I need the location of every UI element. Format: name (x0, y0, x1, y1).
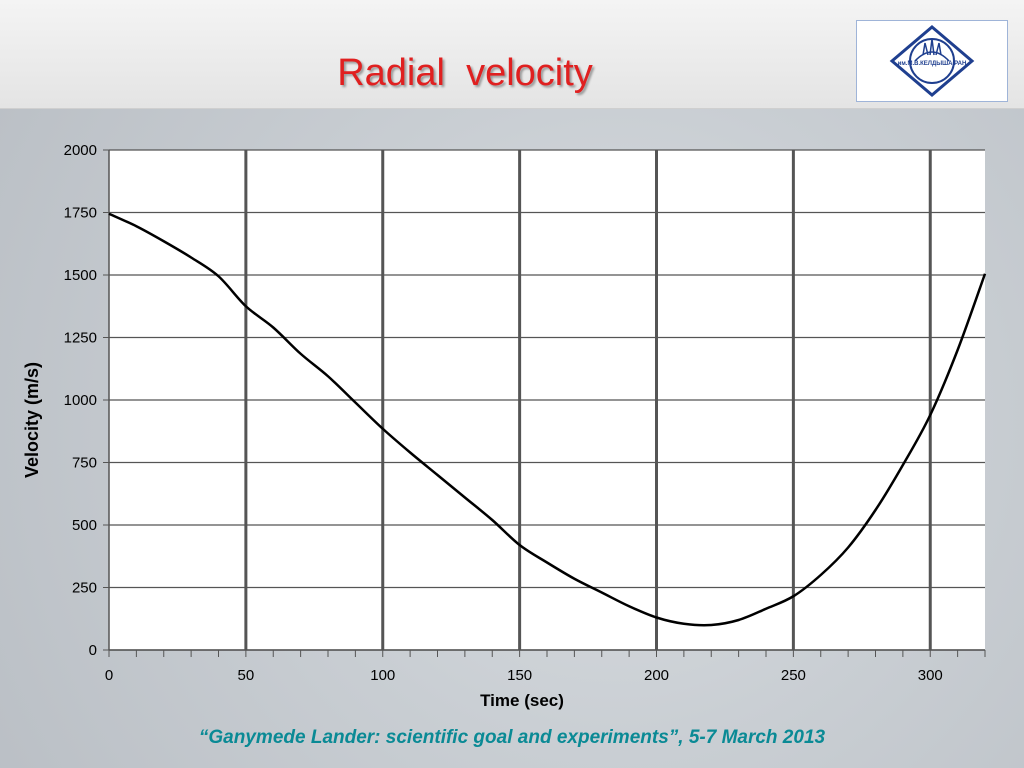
slide-footer: “Ganymede Lander: scientific goal and ex… (198, 727, 826, 748)
series-line (108, 212, 987, 627)
y-tick-label: 2000 (64, 142, 97, 159)
y-tick-label: 1500 (64, 267, 97, 284)
y-axis-label: Velocity (m/s) (22, 362, 42, 478)
y-tick-label: 0 (89, 642, 97, 659)
institute-logo: им.М.В.КЕЛДЫША РАН (856, 20, 1008, 102)
x-tick-label: 50 (238, 667, 255, 684)
velocity-chart: 0 250 500 750 1000 1250 1500 1750 2000 0 50 100 150 2… (22, 142, 987, 710)
x-tick-label: 200 (644, 667, 669, 684)
x-tick-label: 0 (105, 667, 113, 684)
chart-area: 0 250 500 750 1000 1250 1500 1750 2000 0 50 100 150 2… (0, 108, 1024, 720)
slide-title: Radial velocity (337, 52, 593, 94)
y-tick-label: 250 (72, 580, 97, 597)
x-tick-label: 100 (370, 667, 395, 684)
y-tick-label: 1000 (64, 392, 97, 409)
header-band (0, 0, 1024, 109)
logo-text: им.М.В.КЕЛДЫША РАН (898, 61, 967, 67)
y-tick-label: 750 (72, 455, 97, 472)
x-tick-label: 150 (507, 667, 532, 684)
x-axis-label: Time (sec) (480, 691, 564, 710)
y-tick-label: 500 (72, 517, 97, 534)
y-tick-label: 1250 (64, 330, 97, 347)
y-tick-label: 1750 (64, 205, 97, 222)
x-tick-label: 300 (918, 667, 943, 684)
x-tick-label: 250 (781, 667, 806, 684)
institute-emblem-icon: им.М.В.КЕЛДЫША РАН (889, 25, 975, 97)
